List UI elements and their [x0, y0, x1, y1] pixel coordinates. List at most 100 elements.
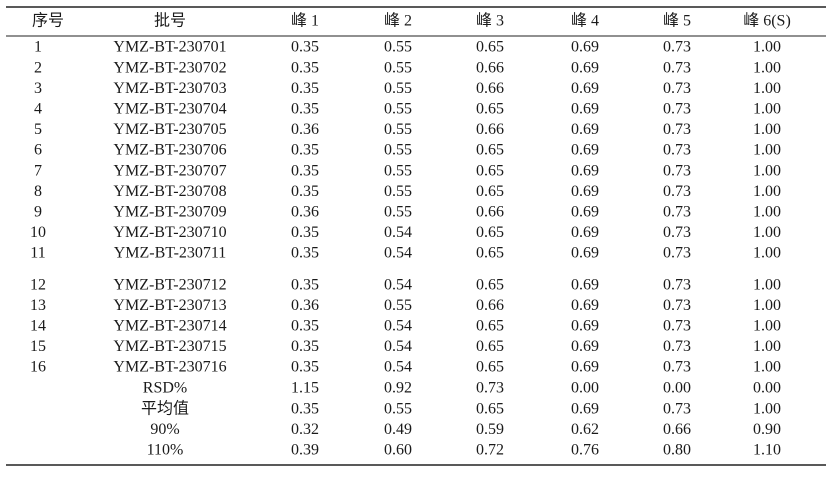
cell: 0.35: [291, 338, 319, 355]
cell: 1.00: [753, 39, 781, 56]
cell: 0.55: [384, 80, 412, 97]
cell: 0.69: [571, 224, 599, 241]
summary-cell: 0.72: [476, 441, 504, 458]
cell: 14: [30, 317, 46, 334]
cell: 0.69: [571, 142, 599, 159]
cell: 0.55: [384, 203, 412, 220]
summary-cell: 0.92: [384, 380, 412, 397]
cell: 0.73: [663, 162, 691, 179]
cell: 1.00: [753, 317, 781, 334]
cell: 0.35: [291, 142, 319, 159]
cell: 1.00: [753, 142, 781, 159]
cell: 8: [34, 183, 42, 200]
cell: 0.55: [384, 59, 412, 76]
cell: 0.35: [291, 162, 319, 179]
cell: 1.00: [753, 80, 781, 97]
cell: 0.73: [663, 183, 691, 200]
header-cell: 峰 6(S): [743, 12, 791, 30]
header-cell: 峰 2: [384, 12, 412, 30]
cell: 0.73: [663, 359, 691, 376]
cell: YMZ-BT-230707: [113, 162, 226, 179]
cell: 0.73: [663, 39, 691, 56]
cell: 0.65: [476, 183, 504, 200]
cell: YMZ-BT-230702: [113, 59, 226, 76]
cell: 0.65: [476, 276, 504, 293]
cell: 1: [34, 39, 42, 56]
summary-label: RSD%: [143, 380, 187, 397]
cell: 0.73: [663, 224, 691, 241]
cell: 0.55: [384, 100, 412, 117]
cell: 1.00: [753, 59, 781, 76]
summary-cell: 0.00: [753, 380, 781, 397]
cell: 0.65: [476, 100, 504, 117]
header-cell: 批号: [154, 12, 186, 30]
cell: 0.66: [476, 121, 504, 138]
cell: 0.54: [384, 338, 412, 355]
cell: 0.35: [291, 359, 319, 376]
cell: 0.73: [663, 203, 691, 220]
summary-label: 平均值: [141, 399, 189, 417]
cell: 0.35: [291, 224, 319, 241]
cell: YMZ-BT-230706: [113, 142, 226, 159]
cell: 1.00: [753, 297, 781, 314]
cell: 0.65: [476, 142, 504, 159]
cell: 0.55: [384, 121, 412, 138]
header-cell: 峰 1: [291, 12, 319, 30]
header-cell: 峰 5: [663, 12, 691, 30]
cell: 6: [34, 142, 42, 159]
cell: YMZ-BT-230713: [113, 297, 226, 314]
cell: YMZ-BT-230705: [113, 121, 226, 138]
cell: 0.55: [384, 142, 412, 159]
cell: 0.55: [384, 183, 412, 200]
summary-cell: 0.90: [753, 421, 781, 438]
cell: 0.36: [291, 203, 319, 220]
cell: 0.69: [571, 121, 599, 138]
cell: YMZ-BT-230711: [114, 245, 227, 262]
cell: 0.36: [291, 121, 319, 138]
cell: 0.69: [571, 359, 599, 376]
header-cell: 峰 4: [571, 12, 599, 30]
cell: 0.65: [476, 338, 504, 355]
cell: 0.66: [476, 59, 504, 76]
cell: 0.65: [476, 317, 504, 334]
cell: 0.69: [571, 39, 599, 56]
summary-cell: 0.00: [571, 380, 599, 397]
cell: 1.00: [753, 245, 781, 262]
cell: 1.00: [753, 162, 781, 179]
summary-cell: 0.49: [384, 421, 412, 438]
cell: 2: [34, 59, 42, 76]
summary-cell: 1.10: [753, 441, 781, 458]
cell: 0.69: [571, 203, 599, 220]
cell: 0.69: [571, 317, 599, 334]
cell: 0.54: [384, 317, 412, 334]
cell: 1.00: [753, 359, 781, 376]
cell: 0.54: [384, 359, 412, 376]
cell: 0.69: [571, 245, 599, 262]
cell: 0.73: [663, 276, 691, 293]
summary-cell: 0.00: [663, 380, 691, 397]
cell: 11: [30, 245, 45, 262]
cell: 1.00: [753, 203, 781, 220]
header-cell: 序号: [32, 12, 64, 30]
summary-cell: 0.73: [476, 380, 504, 397]
cell: 0.54: [384, 245, 412, 262]
summary-cell: 0.73: [663, 400, 691, 417]
cell: 4: [34, 100, 42, 117]
cell: 0.73: [663, 245, 691, 262]
cell: 0.65: [476, 245, 504, 262]
cell: 1.00: [753, 121, 781, 138]
cell: 0.35: [291, 245, 319, 262]
cell: 13: [30, 297, 46, 314]
cell: 0.36: [291, 297, 319, 314]
cell: 0.69: [571, 276, 599, 293]
cell: 0.55: [384, 39, 412, 56]
summary-cell: 0.55: [384, 400, 412, 417]
cell: 3: [34, 80, 42, 97]
cell: 0.35: [291, 80, 319, 97]
cell: 1.00: [753, 224, 781, 241]
cell: 0.55: [384, 162, 412, 179]
cell: YMZ-BT-230710: [113, 224, 226, 241]
cell: YMZ-BT-230709: [113, 203, 226, 220]
cell: 0.69: [571, 183, 599, 200]
